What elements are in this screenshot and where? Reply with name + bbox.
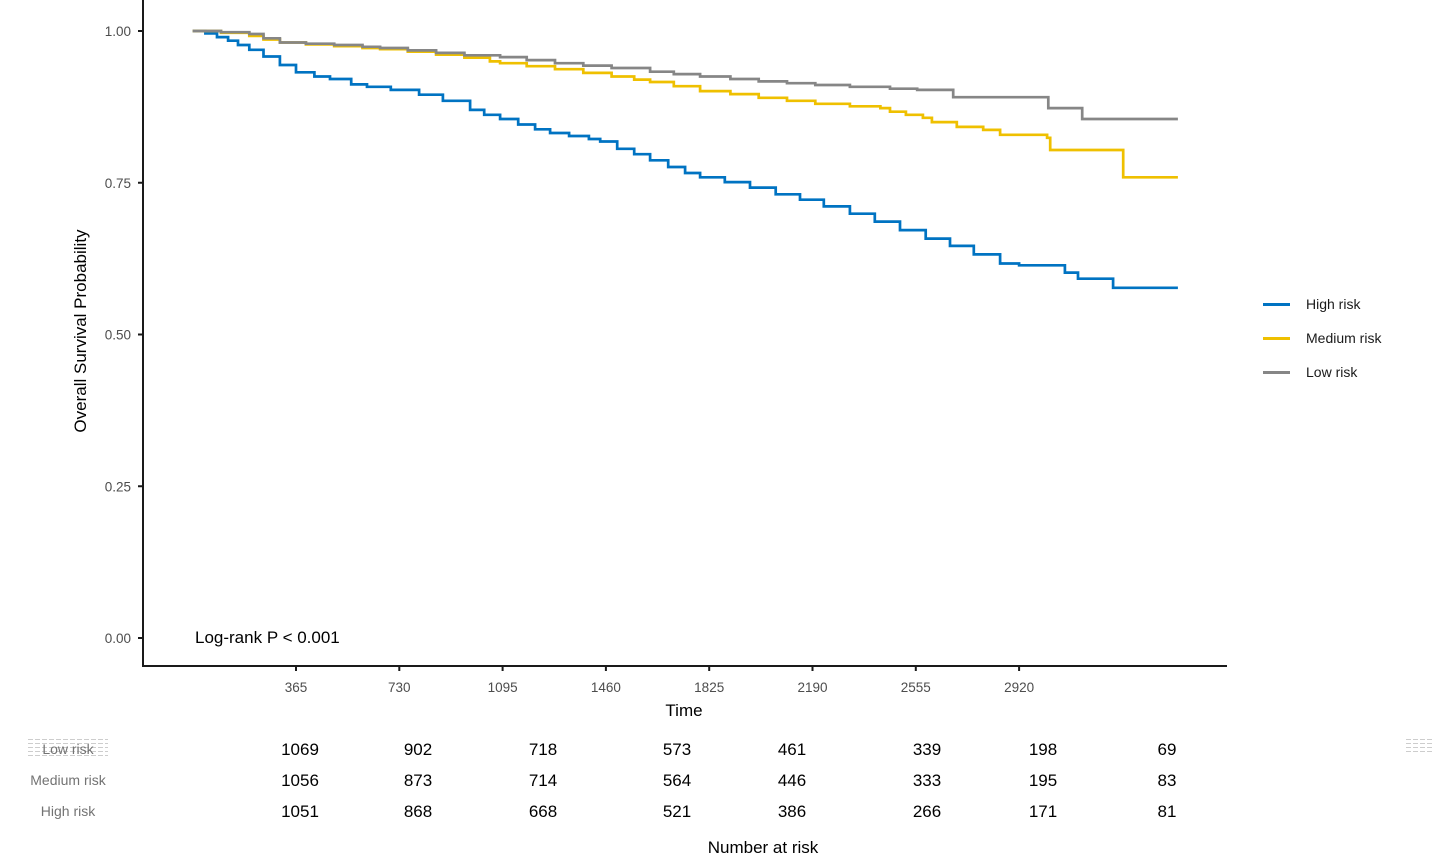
y-tick-label: 0.00	[105, 631, 131, 646]
y-tick-label: 1.00	[105, 24, 131, 39]
x-tick-label: 730	[388, 680, 411, 695]
legend-key-line	[1263, 370, 1290, 374]
y-tick-label: 0.25	[105, 479, 131, 494]
legend-label: High risk	[1306, 296, 1361, 312]
logrank-annotation: Log-rank P < 0.001	[195, 628, 340, 647]
y-tick-label: 0.50	[105, 328, 131, 343]
x-tick-label: 1825	[694, 680, 724, 695]
x-tick-label: 2555	[901, 680, 931, 695]
survival-curve-medium-risk	[192, 29, 1178, 179]
x-axis-title: Time	[665, 701, 703, 720]
legend-item-high-risk: High risk	[1263, 287, 1381, 321]
legend-label: Medium risk	[1306, 330, 1382, 346]
legend-key-line	[1263, 302, 1290, 306]
legend-key-line	[1263, 336, 1290, 340]
legend: High risk Medium risk Low risk	[1263, 287, 1381, 389]
x-tick-label: 365	[285, 680, 308, 695]
legend-item-low-risk: Low risk	[1263, 355, 1381, 389]
x-tick-label: 2920	[1004, 680, 1034, 695]
legend-label: Low risk	[1306, 364, 1358, 380]
x-tick-label: 2190	[797, 680, 827, 695]
y-tick-label: 0.75	[105, 176, 131, 191]
x-tick-label: 1460	[591, 680, 621, 695]
survival-curve-high-risk	[192, 29, 1178, 290]
legend-item-medium-risk: Medium risk	[1263, 321, 1381, 355]
x-tick-label: 1095	[488, 680, 518, 695]
survival-curve-low-risk	[192, 29, 1178, 121]
y-axis-title: Overall Survival Probability	[71, 229, 90, 433]
